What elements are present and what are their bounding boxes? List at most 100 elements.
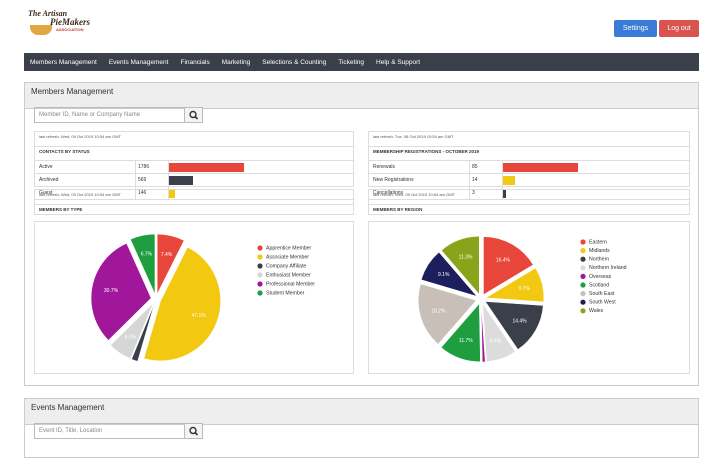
- legend-label: Overseas: [589, 274, 612, 280]
- bar: [503, 175, 516, 185]
- pie-slice: [440, 303, 481, 362]
- logo[interactable]: The Artisan PieMakers ASSOCIATION: [28, 10, 94, 42]
- pie-slice: [143, 246, 221, 362]
- logo-line: The Artisan: [28, 9, 68, 18]
- slice-label: 7.4%: [161, 252, 173, 258]
- legend-swatch: [580, 308, 586, 314]
- row-label: Renewals: [373, 164, 395, 170]
- slice-label: 9.1%: [438, 272, 450, 278]
- legend-label: Student Member: [266, 290, 305, 296]
- pie-slice: [90, 242, 152, 341]
- row-value: 14: [469, 174, 502, 186]
- status-row: Active 1786: [35, 161, 353, 174]
- legend-label: Scotland: [589, 282, 609, 288]
- bar: [169, 188, 176, 198]
- nav-bar: Members Management Events Management Finan…: [24, 53, 699, 71]
- row-value: 1786: [135, 161, 168, 173]
- pie-slice: [480, 303, 486, 363]
- slice-label: 18.2%: [431, 309, 446, 315]
- search-button[interactable]: [184, 423, 203, 439]
- status-box: last refresh: Wed, 09 Oct 2019 10:54 am …: [34, 131, 354, 200]
- status-row: Cancellations 3: [369, 187, 689, 200]
- legend-swatch: [580, 273, 586, 279]
- events-panel: Events Management: [24, 398, 699, 458]
- legend-label: South East: [589, 291, 615, 297]
- slice-label: 11.7%: [459, 338, 473, 344]
- legend-swatch: [580, 256, 586, 262]
- pie-slice: [483, 236, 534, 296]
- legend-swatch: [580, 265, 586, 271]
- row-label: Active: [39, 164, 53, 170]
- row-value: 569: [135, 174, 168, 186]
- legend-swatch: [580, 299, 586, 305]
- slice-label: 16.4%: [496, 258, 511, 264]
- row-value: 3: [469, 187, 502, 199]
- box-title: CONTACTS BY STATUS: [35, 147, 353, 161]
- row-label: Cancellations: [373, 190, 404, 196]
- nav-item[interactable]: Help & Support: [376, 58, 421, 66]
- slice-label: 6.4%: [125, 334, 137, 340]
- legend-swatch: [257, 290, 263, 296]
- bar-cell: [168, 174, 353, 186]
- pie-slice: [110, 302, 154, 359]
- search-icon: [189, 110, 199, 120]
- row-label: Archived: [39, 177, 59, 183]
- status-row: Renewals 85: [369, 161, 689, 174]
- slice-label: 30.7%: [104, 288, 119, 294]
- row-label: New Registrations: [373, 177, 414, 183]
- refresh: last refresh: Wed, 09 Oct 2019 10:54 am …: [369, 190, 689, 205]
- legend-swatch: [257, 272, 263, 278]
- settings-button[interactable]: Settings: [614, 20, 657, 37]
- nav-item[interactable]: Ticketing: [338, 58, 365, 66]
- legend-label: Eastern: [589, 239, 607, 245]
- slice-label: 8.4%: [490, 338, 502, 344]
- search-input[interactable]: Event ID, Title, Location: [34, 423, 185, 439]
- slice-label: 11.3%: [459, 255, 473, 261]
- pie-slice: [482, 302, 516, 362]
- slice-label: 14.4%: [512, 318, 527, 324]
- nav-item[interactable]: Members Management: [30, 58, 97, 66]
- status-row: New Registrations 14: [369, 174, 689, 187]
- region-header: last refresh: Wed, 09 Oct 2019 10:54 am …: [368, 189, 690, 215]
- nav-item[interactable]: Financials: [180, 58, 210, 66]
- search-button[interactable]: [184, 107, 203, 123]
- type-pie-chart: 7.4% Apprentice Member 47.1% Associate Memb…: [34, 221, 354, 374]
- refresh: last refresh: Tue, 08 Oct 2019 10:54 am …: [369, 132, 689, 147]
- status-row: Guest 146: [35, 187, 353, 200]
- search-input[interactable]: Member ID, Name or Company Name: [34, 107, 185, 123]
- nav-item[interactable]: Events Management: [108, 58, 169, 66]
- pie-slice: [441, 236, 480, 295]
- legend-swatch: [580, 248, 586, 254]
- slice-label: 6.7%: [141, 252, 153, 258]
- bar-cell: [168, 187, 353, 199]
- slice-label: 47.1%: [192, 313, 207, 319]
- legend-label: Midlands: [589, 248, 610, 254]
- bar: [503, 162, 578, 172]
- legend-swatch: [580, 239, 586, 245]
- row-value: 146: [135, 187, 168, 199]
- bar: [169, 175, 193, 185]
- page: The Artisan PieMakers ASSOCIATION Settin…: [24, 9, 699, 458]
- logo-pie: [30, 25, 52, 35]
- panel-title: Events Management: [25, 399, 698, 425]
- members-panel: Members Management: [24, 82, 699, 386]
- bar: [169, 162, 244, 172]
- region-pie-chart: 16.4% Eastern 9.7% Midlands 14.4% Northern 8.4…: [368, 221, 690, 374]
- bar-cell: [502, 161, 689, 173]
- bar-cell: [502, 187, 689, 199]
- pie-slice: [485, 267, 545, 303]
- legend-label: Enthusiast Member: [266, 272, 311, 278]
- logout-button[interactable]: Log out: [659, 20, 699, 37]
- row-value: 85: [469, 161, 502, 173]
- legend-label: Company Affiliate: [266, 263, 306, 269]
- legend-swatch: [580, 291, 586, 297]
- pie-slice: [130, 233, 156, 295]
- legend-swatch: [257, 245, 263, 251]
- logo-line: PieMakers: [50, 17, 90, 27]
- nav-item[interactable]: Selections & Counting: [262, 58, 327, 66]
- legend-swatch: [257, 254, 263, 260]
- nav-item[interactable]: Marketing: [221, 58, 251, 66]
- search-icon: [189, 426, 199, 436]
- legend-label: Northern: [589, 257, 609, 263]
- legend-label: South West: [589, 300, 616, 306]
